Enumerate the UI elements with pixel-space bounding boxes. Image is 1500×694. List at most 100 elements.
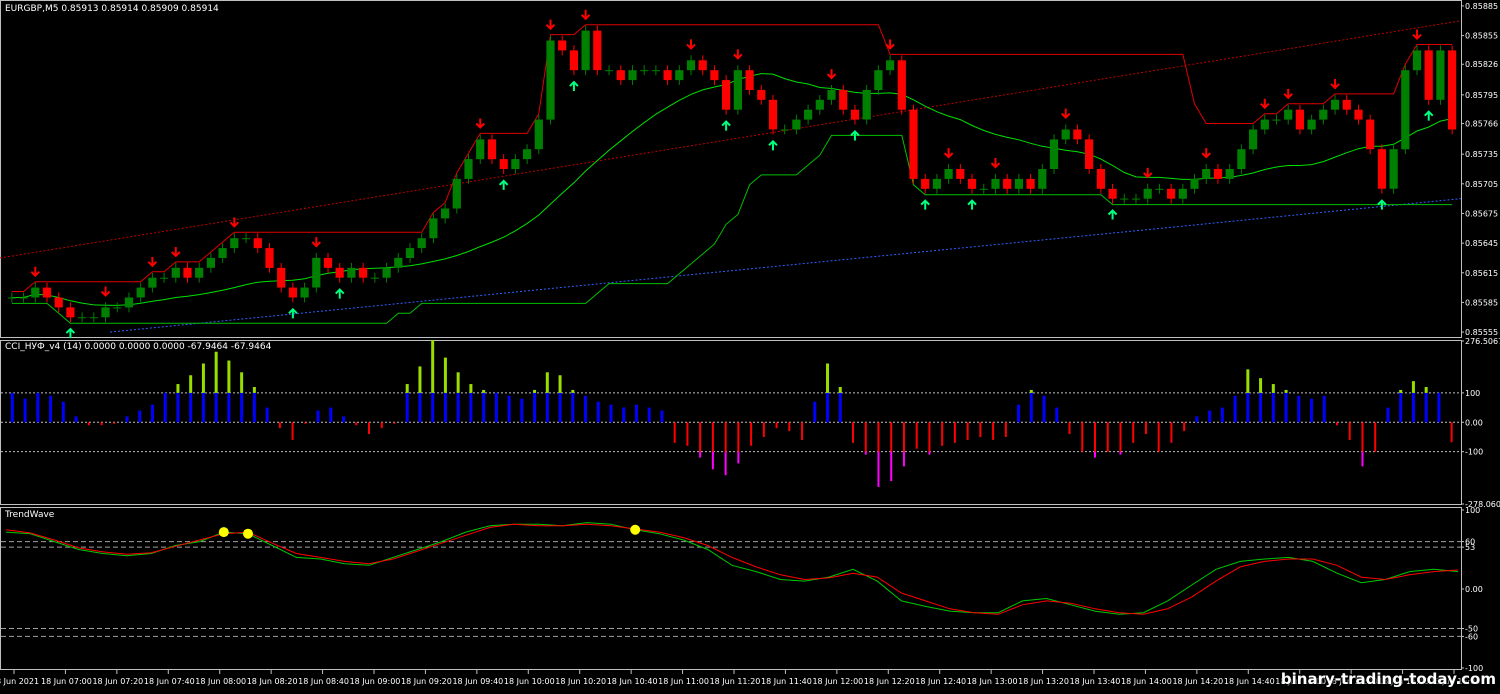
candle — [1061, 129, 1070, 140]
time-tick-label: 18 Jun 12:00 — [812, 677, 863, 686]
time-tick-label: 18 Jun 10:20 — [555, 677, 606, 686]
candle — [921, 178, 930, 189]
candle — [113, 307, 122, 309]
time-tick-label: 18 Jun 15:00 — [1275, 677, 1326, 686]
sell-arrow — [1201, 148, 1211, 159]
sell-arrow — [545, 19, 556, 31]
candle — [1108, 188, 1117, 199]
candle — [230, 238, 239, 249]
price-tick-label: 0.85615 — [1465, 269, 1498, 278]
candle — [31, 287, 40, 298]
candle — [183, 267, 192, 278]
time-tick-label: 18 Jun 07:20 — [92, 677, 143, 686]
buy-arrow — [498, 179, 509, 190]
candle — [464, 159, 473, 179]
candle — [944, 169, 953, 179]
time-tick-label: 18 Jun 12:20 — [864, 677, 915, 686]
candle — [839, 89, 848, 110]
candle — [1331, 99, 1340, 110]
trendwave-tick-label: 0.00 — [1465, 585, 1483, 594]
candle — [54, 297, 63, 308]
buy-arrow — [920, 199, 930, 210]
time-tick-label: 18 Jun 09:40 — [452, 677, 503, 686]
candle — [651, 70, 660, 72]
time-tick-label: 18 Jun 14:40 — [1224, 677, 1275, 686]
candle — [722, 80, 731, 110]
price-tick-label: 0.85585 — [1465, 298, 1498, 307]
moving-average-line — [11, 73, 1453, 306]
candle — [1389, 149, 1398, 189]
candle — [1143, 188, 1152, 199]
time-tick-label: 18 Jun 16:00 — [1430, 677, 1481, 686]
sell-arrow — [1283, 88, 1293, 100]
price-tick-label: 0.85735 — [1465, 150, 1498, 159]
candle — [897, 60, 906, 110]
cci-tick-label: 100 — [1465, 389, 1480, 398]
price-tick-label: 0.85885 — [1465, 2, 1498, 11]
sell-arrow — [229, 217, 240, 228]
candle — [558, 40, 567, 51]
sell-arrow — [1142, 167, 1153, 179]
candle — [698, 60, 707, 71]
time-tick-label: 18 Jun 08:00 — [195, 677, 246, 686]
candle — [616, 70, 625, 81]
candle — [1436, 50, 1445, 100]
time-tick-label: 18 Jun 13:00 — [967, 677, 1018, 686]
candle — [1354, 109, 1363, 120]
candle — [710, 70, 719, 81]
watermark: binary-trading-today.com — [1280, 670, 1496, 688]
candle — [1202, 169, 1211, 179]
candle — [1377, 149, 1386, 189]
candle — [1237, 149, 1246, 169]
candle — [300, 287, 309, 298]
price-tick-label: 0.85675 — [1465, 209, 1498, 218]
candle — [581, 30, 590, 71]
buy-arrow — [1377, 199, 1387, 210]
cci-tick-label: -100 — [1465, 448, 1483, 457]
candle — [195, 267, 204, 278]
trendwave-tick-label: 100 — [1465, 506, 1480, 515]
time-tick-label: 18 Jun 14:20 — [1172, 677, 1223, 686]
time-tick-label: 18 Jun 10:00 — [504, 677, 555, 686]
sell-arrow — [943, 148, 954, 159]
buy-arrow — [569, 80, 579, 92]
candle — [815, 99, 824, 110]
price-tick-label: 0.85555 — [1465, 328, 1498, 337]
candle — [1038, 169, 1047, 189]
candle — [1190, 178, 1199, 189]
candle — [886, 60, 895, 71]
candle — [19, 297, 28, 299]
candle — [1307, 119, 1316, 130]
sell-arrow — [686, 39, 696, 50]
candle — [979, 188, 988, 190]
time-tick-label: 18 Jun 13:20 — [1018, 677, 1069, 686]
upper-channel-line — [0, 20, 1462, 259]
price-tick-label: 0.85645 — [1465, 239, 1498, 248]
candle — [804, 109, 813, 120]
time-tick-label: 18 Jun 11:00 — [658, 677, 709, 686]
sell-arrow — [1061, 108, 1071, 120]
sell-arrow — [1330, 78, 1340, 90]
time-tick-label: 18 Jun 14:00 — [1121, 677, 1172, 686]
support-line — [11, 134, 1453, 324]
candle — [1295, 109, 1304, 130]
candle — [1178, 188, 1187, 199]
time-tick-label: 18 Jun 11:20 — [710, 677, 761, 686]
sell-arrow — [1412, 29, 1422, 40]
candle — [827, 89, 836, 100]
resistance-line — [11, 24, 1453, 292]
candle — [733, 70, 742, 110]
trendwave-header: TrendWave — [4, 510, 55, 520]
candle — [206, 257, 215, 268]
main-panel[interactable] — [0, 0, 1462, 338]
candle — [1448, 50, 1457, 130]
candle — [757, 89, 766, 100]
candle — [874, 70, 883, 90]
time-tick-label: 18 Jun 15:40 — [1378, 677, 1429, 686]
buy-arrow — [288, 307, 298, 319]
candle — [675, 70, 684, 81]
price-tick-label: 0.85795 — [1465, 91, 1498, 100]
candle — [1424, 50, 1433, 100]
candle — [663, 70, 672, 81]
